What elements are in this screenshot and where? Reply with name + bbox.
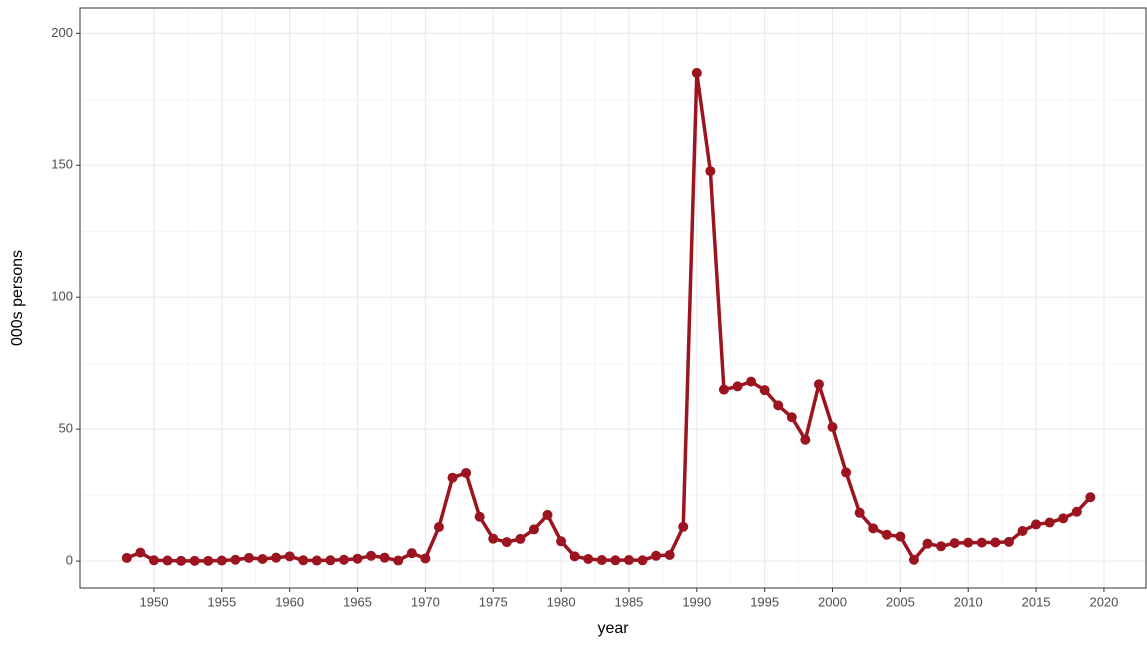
x-tick-label: 1975: [479, 594, 508, 609]
y-tick-label: 150: [51, 157, 73, 172]
point: [1085, 492, 1096, 503]
y-axis-title: 000s persons: [9, 250, 26, 346]
x-tick-label: 1995: [750, 594, 779, 609]
point: [841, 467, 852, 478]
point: [338, 554, 349, 565]
point: [922, 538, 933, 549]
point: [691, 67, 702, 78]
x-tick-label: 1970: [411, 594, 440, 609]
point: [230, 554, 241, 565]
panel-border: [79, 7, 1147, 589]
point: [976, 537, 987, 548]
point: [271, 552, 282, 563]
point: [501, 537, 512, 548]
point: [393, 555, 404, 566]
point: [257, 553, 268, 564]
point: [121, 552, 132, 563]
point: [176, 555, 187, 566]
x-tick-label: 2000: [818, 594, 847, 609]
point: [583, 553, 594, 564]
point: [325, 555, 336, 566]
x-tick-label: 2010: [954, 594, 983, 609]
point: [908, 554, 919, 565]
point: [759, 385, 770, 396]
point: [678, 521, 689, 532]
y-tick-label: 100: [51, 289, 73, 304]
point: [786, 412, 797, 423]
point: [1058, 513, 1069, 524]
point: [827, 422, 838, 433]
point: [488, 533, 499, 544]
point: [216, 555, 227, 566]
x-tick-label: 1950: [140, 594, 169, 609]
y-tick-label: 0: [66, 553, 73, 568]
point: [732, 381, 743, 392]
point: [569, 551, 580, 562]
point: [556, 536, 567, 547]
point: [637, 555, 648, 566]
x-tick-label: 2005: [886, 594, 915, 609]
point: [610, 555, 621, 566]
point: [1017, 526, 1028, 537]
x-tick-label: 1990: [682, 594, 711, 609]
point: [461, 467, 472, 478]
point: [881, 529, 892, 540]
point: [1003, 536, 1014, 547]
y-tick-label: 50: [59, 421, 73, 436]
panel: [80, 8, 1146, 588]
y-tick-label: 200: [51, 25, 73, 40]
point: [284, 551, 295, 562]
point: [528, 524, 539, 535]
point: [366, 550, 377, 561]
point: [664, 550, 675, 561]
point: [963, 537, 974, 548]
point: [623, 555, 634, 566]
point: [379, 552, 390, 563]
x-tick-label: 2020: [1089, 594, 1118, 609]
point: [406, 548, 417, 559]
point: [800, 434, 811, 445]
point: [746, 376, 757, 387]
point: [596, 555, 607, 566]
point: [1071, 506, 1082, 517]
point: [243, 552, 254, 563]
point: [135, 547, 146, 558]
point: [474, 511, 485, 522]
x-tick-label: 1985: [614, 594, 643, 609]
x-tick-label: 1960: [275, 594, 304, 609]
point: [949, 538, 960, 549]
point: [773, 400, 784, 411]
x-tick-label: 1965: [343, 594, 372, 609]
point: [515, 533, 526, 544]
point: [895, 531, 906, 542]
point: [352, 553, 363, 564]
x-tick-label: 1955: [207, 594, 236, 609]
x-tick-label: 2015: [1022, 594, 1051, 609]
point: [420, 553, 431, 564]
point: [433, 522, 444, 533]
point: [162, 555, 173, 566]
point: [447, 472, 458, 483]
point: [868, 523, 879, 534]
point: [189, 555, 200, 566]
point: [311, 555, 322, 566]
point: [936, 541, 947, 552]
point: [203, 555, 214, 566]
x-axis-title: year: [597, 620, 629, 637]
point: [990, 537, 1001, 548]
point: [718, 384, 729, 395]
x-tick-label: 1980: [547, 594, 576, 609]
point: [1044, 517, 1055, 528]
point: [651, 550, 662, 561]
point: [298, 555, 309, 566]
point: [542, 509, 553, 520]
point: [854, 507, 865, 518]
point: [1031, 519, 1042, 530]
point: [148, 555, 159, 566]
point: [705, 166, 716, 177]
point: [813, 379, 824, 390]
